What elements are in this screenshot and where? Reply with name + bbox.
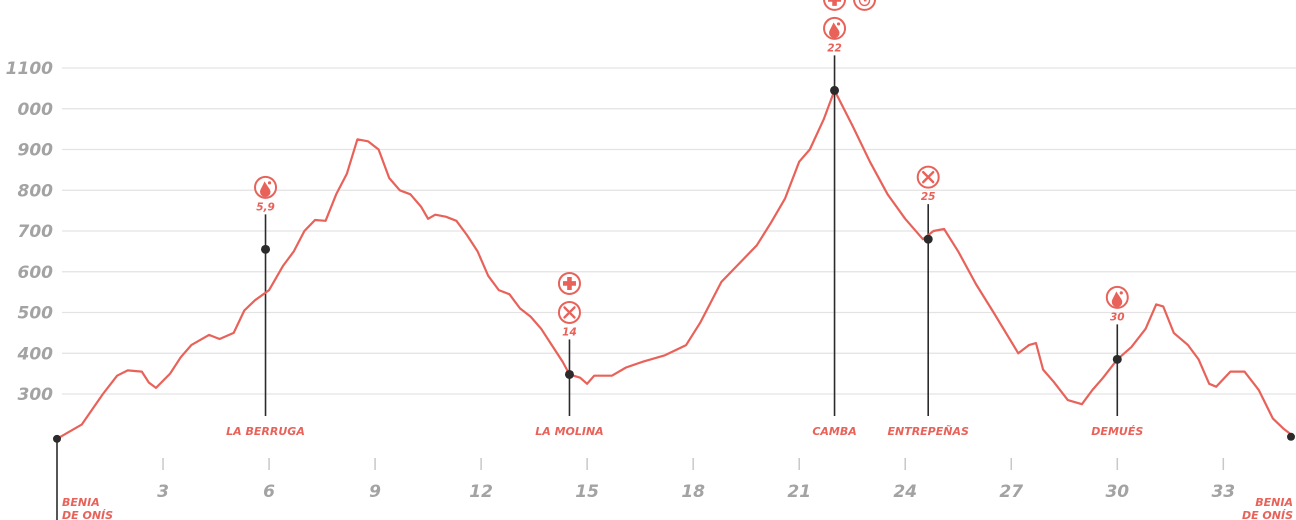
x-tick-label: 3 xyxy=(157,482,169,502)
x-tick-label: 9 xyxy=(369,482,381,502)
x-tick-label: 12 xyxy=(469,482,493,502)
start-label-line2: DE ONÍS xyxy=(62,509,113,520)
x-tick-label: 24 xyxy=(893,482,917,502)
waypoint-name: ENTREPEÑAS xyxy=(887,425,969,438)
x-axis-ticks: 3 6 9 12 15 18 21 24 27 30 33 xyxy=(157,458,1235,502)
y-tick-label: 800 xyxy=(18,181,54,201)
medical-cross xyxy=(828,0,842,6)
knife xyxy=(563,306,576,319)
waypoint-drop-lines xyxy=(264,55,1119,416)
gridlines xyxy=(62,67,1296,395)
water-spark xyxy=(267,181,272,185)
x-tick-label: 27 xyxy=(999,482,1023,502)
end-label-line1: BENIA xyxy=(1255,496,1293,509)
x-tick-label: 6 xyxy=(263,482,275,502)
food-icon xyxy=(916,165,940,189)
waypoint-km-label: 22 xyxy=(827,42,842,54)
waypoint-km-label: 30 xyxy=(1110,311,1125,323)
clock-face xyxy=(858,0,871,7)
end-marker xyxy=(1287,432,1295,441)
waypoint-name: LA BERRUGA xyxy=(226,425,305,438)
medical-icon xyxy=(557,271,581,295)
water-drop xyxy=(1111,291,1123,308)
x-tick-label: 30 xyxy=(1105,482,1129,502)
y-axis-ticks: 300 400 500 600 700 800 900 000 1100 xyxy=(6,59,53,405)
water-icon xyxy=(254,175,278,199)
waypoint-km-label: 5,9 xyxy=(256,201,275,213)
waypoint-marker xyxy=(564,369,574,379)
water-drop xyxy=(829,22,840,39)
water-icon xyxy=(823,16,847,40)
water-icon xyxy=(1105,285,1129,309)
waypoint-marker xyxy=(261,244,271,254)
waypoints: 5,9 LA BERRUGA 14 LA MOLINA 22 CAMBA 25 ENTREPE… xyxy=(226,0,1143,438)
waypoint-marker xyxy=(830,85,840,95)
waypoint-marker xyxy=(1112,354,1122,364)
waypoint-km-label: 25 xyxy=(921,191,936,203)
y-tick-label: 300 xyxy=(18,385,54,405)
x-tick-label: 18 xyxy=(681,482,705,502)
elevation-profile-line xyxy=(56,89,1295,440)
waypoint-name: CAMBA xyxy=(812,425,856,438)
knife xyxy=(922,170,935,184)
waypoint-marker xyxy=(923,234,933,244)
waypoint-name: DEMUÉS xyxy=(1091,425,1143,438)
y-tick-label: 500 xyxy=(18,304,54,324)
x-tick-label: 21 xyxy=(787,482,811,502)
food-icon xyxy=(557,300,581,324)
y-tick-label: 400 xyxy=(17,344,54,364)
water-drop xyxy=(260,181,271,198)
x-tick-label: 33 xyxy=(1211,482,1235,502)
waypoint-km-label: 14 xyxy=(562,326,577,338)
clock-hands xyxy=(863,0,867,2)
y-tick-label: 1100 xyxy=(6,59,53,79)
y-tick-label: 600 xyxy=(18,263,54,283)
medical-icon xyxy=(823,0,847,11)
y-tick-label: 000 xyxy=(18,100,54,120)
water-spark xyxy=(836,22,841,26)
y-tick-label: 700 xyxy=(18,222,54,242)
x-tick-label: 15 xyxy=(575,482,599,502)
water-spark xyxy=(1119,291,1123,295)
alarm-clock-icon xyxy=(853,0,877,11)
start-label-line1: BENIA xyxy=(62,496,100,509)
end-label-line2: DE ONÍS xyxy=(1242,509,1293,520)
medical-cross xyxy=(562,276,576,290)
y-tick-label: 900 xyxy=(18,141,54,161)
waypoint-name: LA MOLINA xyxy=(535,425,603,438)
start-marker xyxy=(53,434,61,443)
